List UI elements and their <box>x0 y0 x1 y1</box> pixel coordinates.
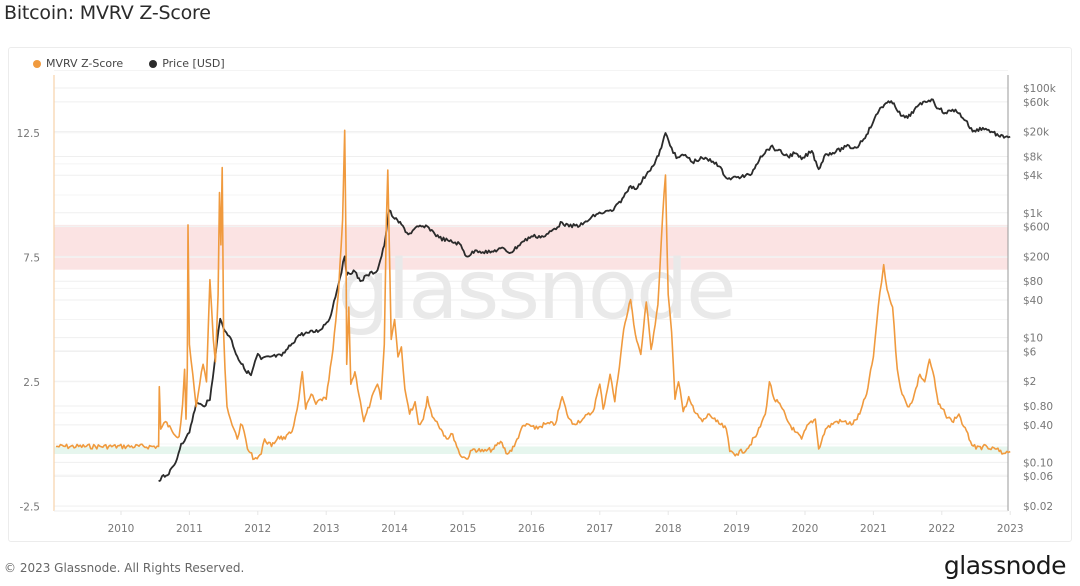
orange-dot-icon <box>33 59 41 68</box>
y-right-tick-label: $4k <box>1023 170 1043 182</box>
mvrv-z-score-line <box>55 129 1011 461</box>
y-right-tick-label: $10 <box>1023 333 1043 345</box>
y-right-tick-label: $6 <box>1023 346 1037 358</box>
y-right-tick-label: $200 <box>1023 251 1050 263</box>
y-right-tick-label: $8k <box>1023 151 1043 163</box>
y-right-tick-label: $100k <box>1023 83 1057 95</box>
x-tick-label: 2012 <box>244 523 271 535</box>
y-right-tick-label: $600 <box>1023 222 1050 234</box>
x-tick-label: 2014 <box>381 523 408 535</box>
chart-card <box>8 47 1072 542</box>
legend-label-mvrv: MVRV Z-Score <box>46 57 124 70</box>
x-tick-label: 2013 <box>313 523 340 535</box>
x-tick-label: 2023 <box>997 523 1024 535</box>
x-tick-label: 2010 <box>108 523 135 535</box>
grid-lines <box>54 70 1008 507</box>
y-right-tick-label: $80 <box>1023 276 1043 288</box>
price-usd-line <box>158 98 1011 483</box>
x-tick-label: 2020 <box>792 523 819 535</box>
y-right-tick-label: $40 <box>1023 295 1043 307</box>
x-tick-label: 2019 <box>723 523 750 535</box>
x-axis-ticks: 2010 2011 2012 2013 2014 2015 2016 2017 2018 2019… <box>108 511 1024 535</box>
y-right-tick-label: $20k <box>1023 127 1050 139</box>
right-y-axis-ticks: $100k$60k$20k$8k$4k$1k$600$200$80$40$10$… <box>1023 83 1057 513</box>
y-right-tick-label: $60k <box>1023 97 1050 109</box>
black-dot-icon <box>149 59 158 68</box>
y-left-tick-label: -2.5 <box>20 501 41 513</box>
x-tick-label: 2017 <box>586 523 613 535</box>
y-right-tick-label: $1k <box>1023 208 1043 220</box>
chart-legend: MVRV Z-Score Price [USD] <box>33 57 225 70</box>
glassnode-logo[interactable]: glassnode <box>943 551 1067 580</box>
x-tick-label: 2018 <box>655 523 682 535</box>
x-tick-label: 2022 <box>928 523 955 535</box>
left-y-axis-ticks: 12.5 7.5 2.5 -2.5 <box>17 128 40 514</box>
overvalued-zone <box>54 224 1008 270</box>
x-tick-label: 2011 <box>176 523 203 535</box>
watermark: glassnode <box>337 243 734 338</box>
legend-item-price-usd[interactable]: Price [USD] <box>149 57 225 70</box>
y-left-tick-label: 12.5 <box>17 128 40 140</box>
legend-label-price: Price [USD] <box>162 57 225 70</box>
y-left-tick-label: 7.5 <box>23 252 40 264</box>
undervalued-zone <box>54 446 1008 454</box>
y-right-tick-label: $0.02 <box>1023 501 1053 513</box>
y-right-tick-label: $0.06 <box>1023 471 1053 483</box>
copyright-text: © 2023 Glassnode. All Rights Reserved. <box>4 561 245 575</box>
x-tick-label: 2016 <box>518 523 545 535</box>
x-tick-label: 2015 <box>450 523 477 535</box>
y-right-tick-label: $0.40 <box>1023 420 1053 432</box>
page-title: Bitcoin: MVRV Z-Score <box>4 2 211 24</box>
zone-bands <box>54 224 1008 454</box>
x-tick-label: 2021 <box>860 523 887 535</box>
y-right-tick-label: $0.80 <box>1023 401 1053 413</box>
y-right-tick-label: $2 <box>1023 376 1036 388</box>
y-right-tick-label: $0.10 <box>1023 457 1053 469</box>
legend-item-mvrv-z-score[interactable]: MVRV Z-Score <box>33 57 123 70</box>
y-left-tick-label: 2.5 <box>23 377 40 389</box>
